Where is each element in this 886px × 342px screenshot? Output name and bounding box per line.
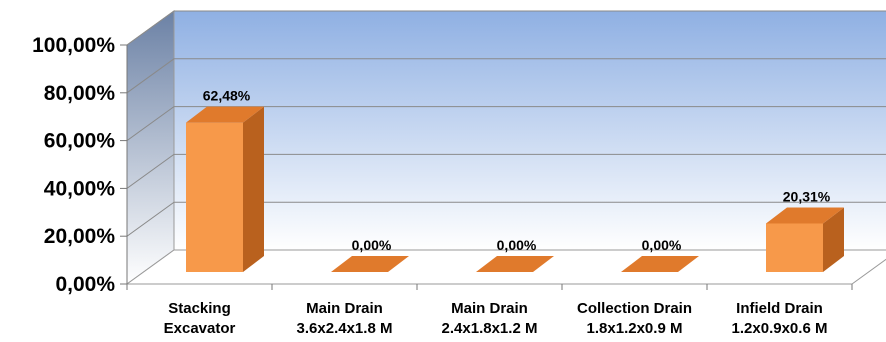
data-label: 0,00% [352, 237, 392, 253]
x-tick-label: Infield Drain 1.2x0.9x0.6 M [732, 300, 828, 337]
gridline [126, 201, 886, 237]
bar [186, 106, 264, 273]
gridline [126, 153, 886, 189]
gridline [126, 58, 886, 94]
y-tick-label: 20,00% [44, 225, 116, 248]
x-tick-label: Stacking Excavator [164, 300, 236, 337]
data-label: 62,48% [203, 88, 251, 104]
bar-top [476, 256, 554, 272]
labels: 0,00% 20,00% 40,00% 60,00% 80,00% 100,00% Stac… [32, 34, 831, 337]
x-tick-label: Collection Drain 1.8x1.2x0.9 M [577, 300, 692, 337]
bar-top [331, 256, 409, 272]
bar [476, 256, 554, 272]
data-label: 0,00% [642, 237, 682, 253]
y-tick-label: 40,00% [44, 177, 116, 200]
bar-top [621, 256, 699, 272]
bar [621, 256, 699, 272]
bar [331, 256, 409, 272]
data-label: 0,00% [497, 237, 537, 253]
bars [186, 106, 844, 273]
bar-top [766, 207, 844, 224]
y-tick-label: 100,00% [32, 34, 115, 57]
y-tick-label: 0,00% [55, 273, 115, 296]
gridlines [126, 10, 886, 237]
bar-front [186, 122, 243, 273]
x-tick-label: Main Drain 3.6x2.4x1.8 M [297, 300, 393, 337]
gridline [126, 10, 886, 46]
bar-side [823, 207, 844, 272]
data-label: 20,31% [783, 188, 831, 204]
bar-side [243, 106, 264, 273]
y-tick-label: 80,00% [44, 82, 116, 105]
bar-front [766, 223, 823, 272]
bar-top [186, 106, 264, 123]
y-tick-label: 60,00% [44, 130, 116, 153]
x-tick-label: Main Drain 2.4x1.8x1.2 M [442, 300, 538, 337]
gridline [126, 106, 886, 142]
axes [120, 44, 853, 290]
side-wall [126, 10, 175, 285]
bar [766, 207, 844, 272]
